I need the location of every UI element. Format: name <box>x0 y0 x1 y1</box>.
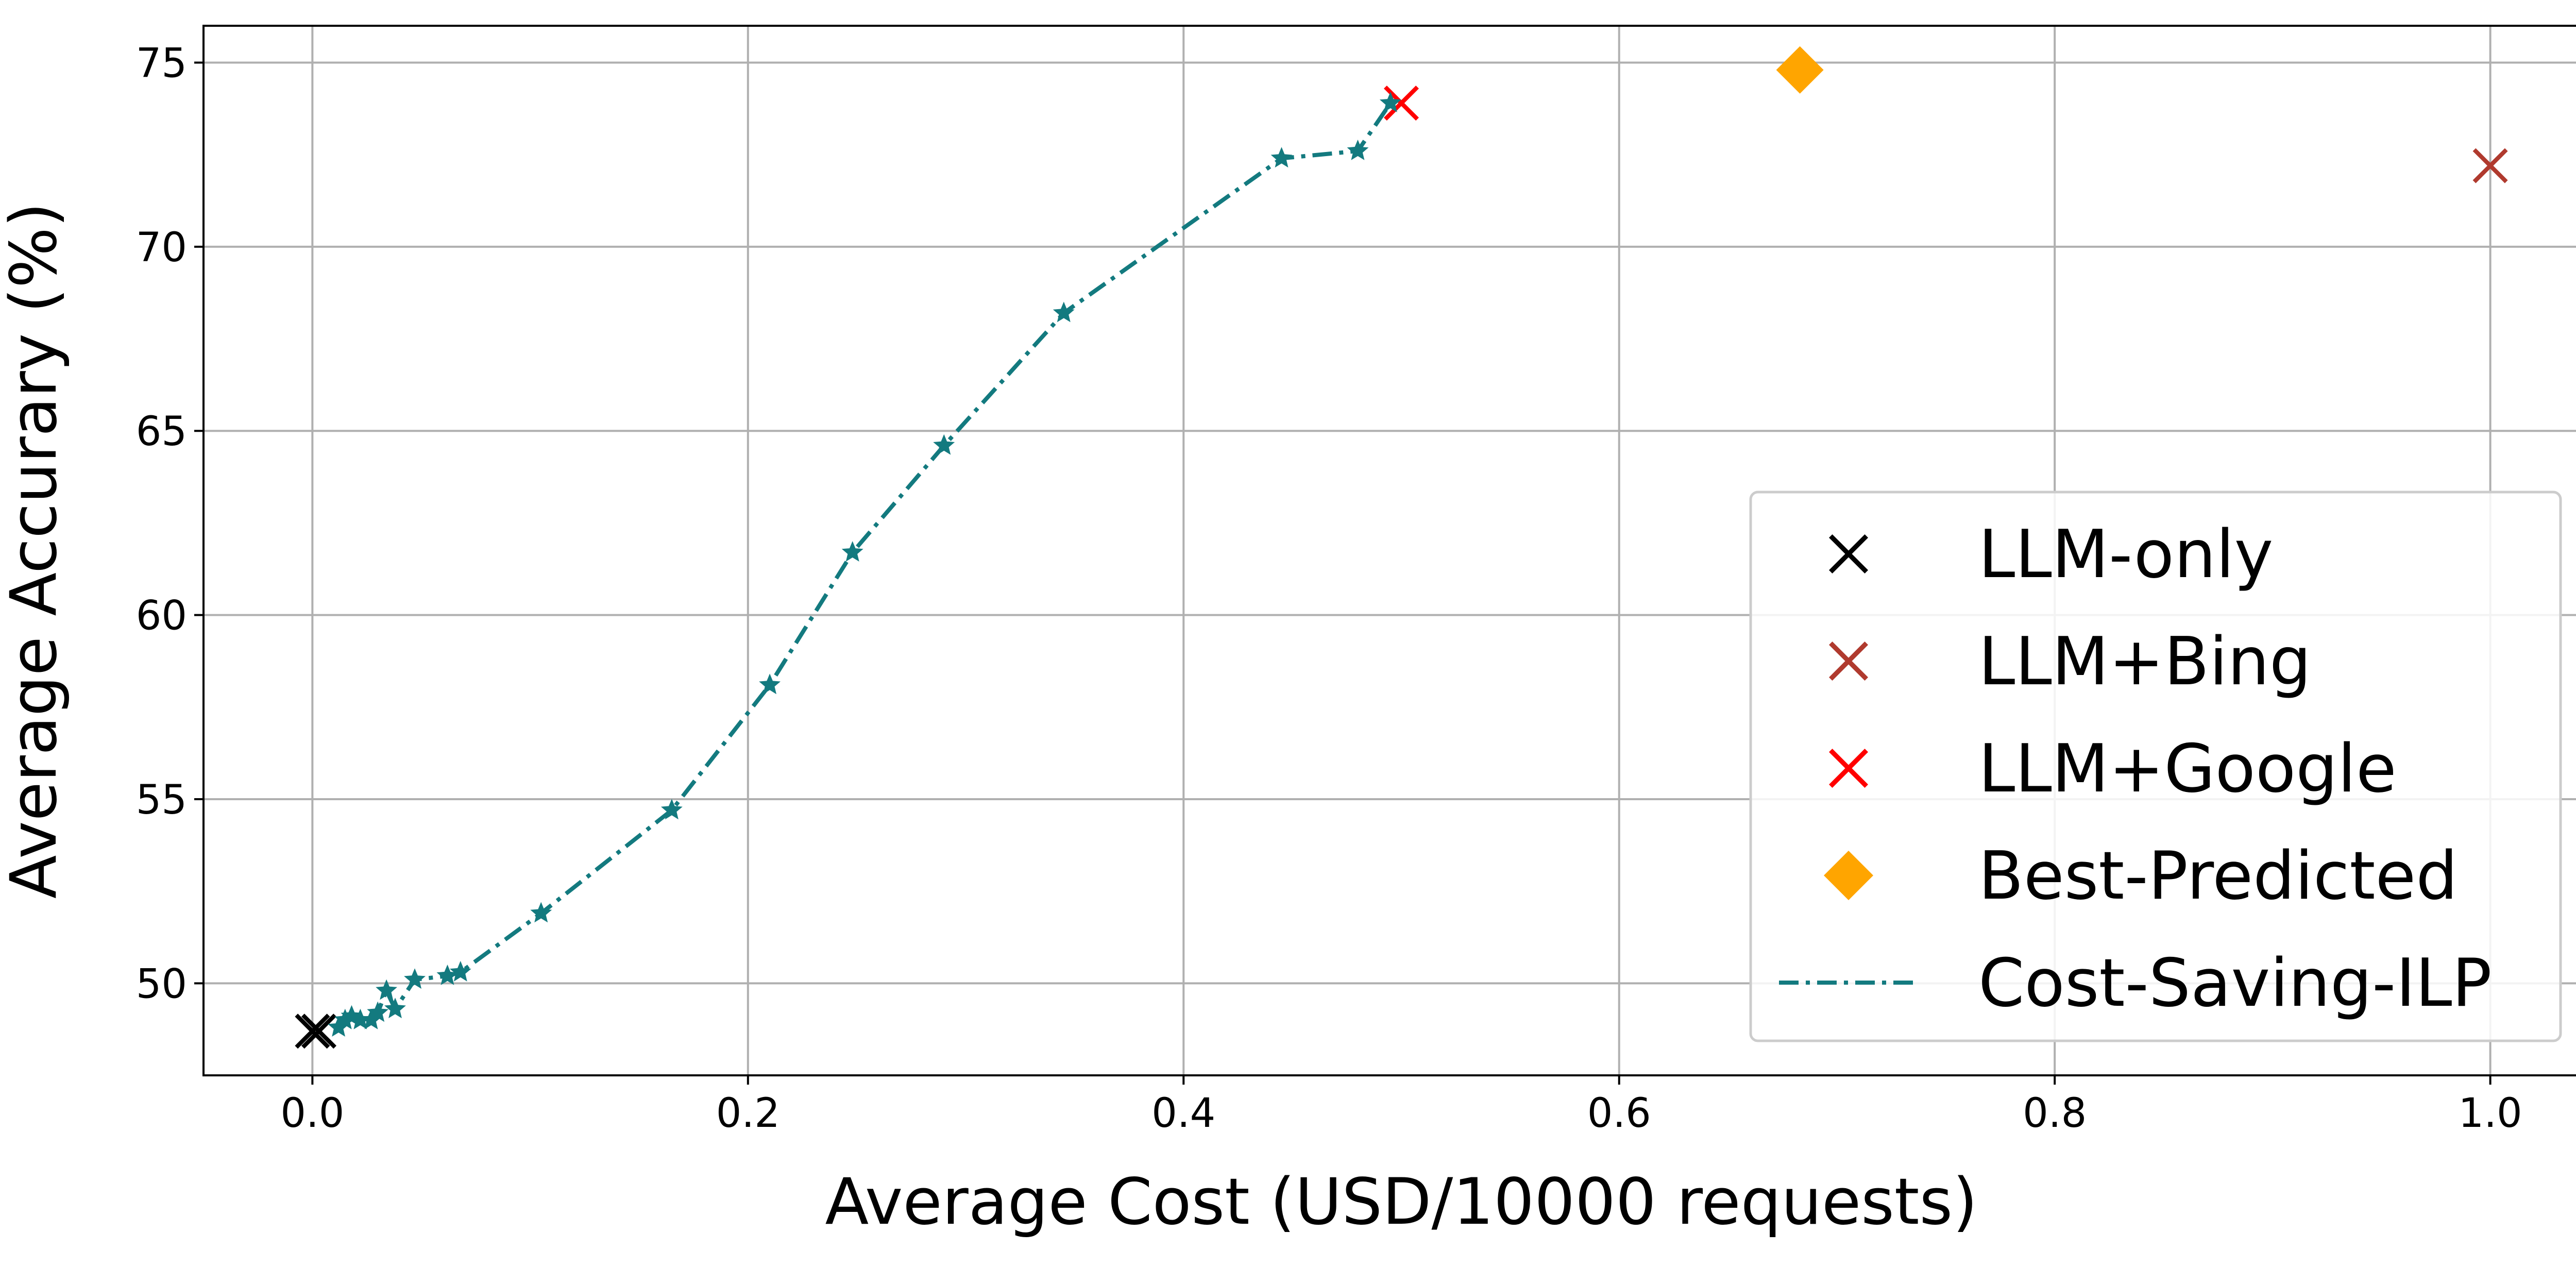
legend-item: LLM-only <box>1829 516 2273 593</box>
y-tick-label: 65 <box>136 409 187 455</box>
data-point-star <box>367 1001 389 1022</box>
y-tick-label: 50 <box>136 961 187 1007</box>
x-tick-label: 0.2 <box>716 1090 780 1137</box>
data-point-x <box>301 1014 336 1049</box>
data-point-star <box>660 799 683 820</box>
data-point-star <box>1347 140 1369 160</box>
y-tick-label: 75 <box>136 40 187 87</box>
x-tick-label: 0.0 <box>280 1090 344 1137</box>
legend-item: Cost-Saving-ILP <box>1779 945 2492 1022</box>
data-point-x <box>1384 86 1419 121</box>
legend-label: LLM+Google <box>1978 731 2397 807</box>
data-point-star <box>1379 92 1401 112</box>
y-tick-label: 60 <box>136 593 187 639</box>
x-tick-label: 1.0 <box>2459 1090 2522 1137</box>
legend-label: Best-Predicted <box>1978 838 2458 915</box>
legend-item: LLM+Bing <box>1829 623 2311 700</box>
series-llm-bing <box>2472 148 2508 183</box>
data-point-star <box>384 998 406 1019</box>
series-cost-saving-ilp <box>328 92 1401 1037</box>
series-llm-only <box>295 1014 336 1049</box>
data-point-star <box>360 1008 382 1029</box>
data-point-star <box>933 434 955 455</box>
data-point-star <box>328 1016 349 1037</box>
legend-box <box>1749 491 2562 1042</box>
x-axis-label: Average Cost (USD/10000 requests) <box>825 1165 1977 1239</box>
plot-series <box>295 46 2508 1049</box>
data-point-star <box>759 673 781 695</box>
data-point-star <box>1270 147 1293 168</box>
legend: LLM-only LLM+Bing LLM+Google Best-Predicted… <box>1749 491 2562 1042</box>
x-tick-label: 0.8 <box>2023 1090 2087 1137</box>
series-best-predicted <box>1776 46 1824 94</box>
data-point-star <box>449 960 471 982</box>
legend-x-swatch <box>1829 642 1868 681</box>
data-point-star <box>530 902 552 923</box>
y-axis-label: Average Accurary (%) <box>0 202 71 899</box>
x-tick-label: 0.6 <box>1587 1090 1651 1137</box>
legend-label: Cost-Saving-ILP <box>1978 945 2492 1022</box>
legend-x-swatch <box>1829 749 1868 788</box>
data-point-star <box>349 1008 371 1029</box>
legend-item: Best-Predicted <box>1824 838 2458 915</box>
series-line <box>337 102 1393 1029</box>
data-point-star <box>1053 301 1075 323</box>
data-point-diamond <box>1776 46 1824 94</box>
data-point-x <box>295 1014 330 1049</box>
series-llm-google <box>1384 86 1419 121</box>
data-point-x <box>2472 148 2508 183</box>
data-point-star <box>334 1008 356 1029</box>
legend-x-swatch <box>1829 534 1868 573</box>
legend-item: LLM+Google <box>1829 731 2397 807</box>
y-tick-label: 55 <box>136 777 187 823</box>
legend-label: LLM+Bing <box>1978 623 2311 700</box>
data-point-star <box>436 965 459 985</box>
y-tick-label: 70 <box>136 225 187 271</box>
legend-label: LLM-only <box>1978 516 2273 593</box>
x-tick-label: 0.4 <box>1151 1090 1215 1137</box>
data-point-star <box>376 979 397 1000</box>
legend-items: LLM-only LLM+Bing LLM+Google Best-Predicted… <box>1779 516 2492 1022</box>
data-point-star <box>404 968 426 989</box>
axis-ticks: 0.0 0.2 0.4 0.6 0.8 1.0 50 55 60 65 70 75 <box>136 40 2522 1137</box>
data-point-star <box>841 541 863 562</box>
legend-diamond-swatch <box>1824 851 1873 900</box>
plot-frame <box>202 25 2576 1076</box>
